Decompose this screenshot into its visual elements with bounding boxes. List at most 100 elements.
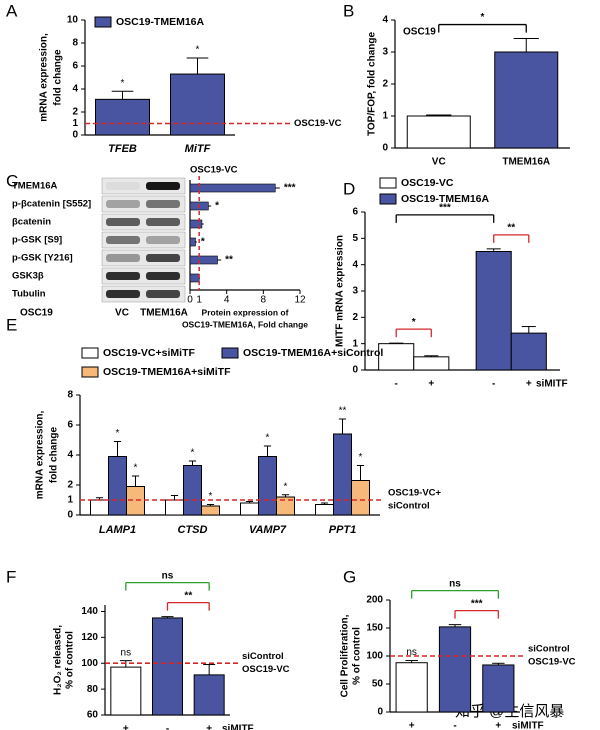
legend-swatch xyxy=(81,347,99,359)
x-tick-label: - xyxy=(492,379,495,390)
significance: * xyxy=(196,45,200,56)
y-axis-label: % of control xyxy=(352,627,363,685)
x-tick-label: LAMP1 xyxy=(99,524,136,536)
blot-band xyxy=(146,200,180,208)
y-tick-label: 3 xyxy=(382,47,388,58)
y-tick-label: 4 xyxy=(67,450,73,461)
bar xyxy=(201,505,220,516)
y-axis-label: MITF mRNA expression xyxy=(335,235,346,347)
blot-band xyxy=(106,272,140,280)
blot-band xyxy=(106,236,140,244)
significance: ** xyxy=(339,406,347,417)
x-tick-label: 8 xyxy=(261,295,267,306)
y-tick-label: 0 xyxy=(72,130,78,141)
y-tick-label: 2 xyxy=(72,107,78,118)
reference-value: 1 xyxy=(67,495,73,506)
y-axis-label: H₂O₂ released, xyxy=(53,625,64,695)
reference-label: OSC19-VC xyxy=(190,165,238,176)
y-tick-label: 1 xyxy=(382,111,388,122)
bar xyxy=(189,273,200,283)
y-axis-label: TOP/FOP, fold change xyxy=(367,32,378,137)
bar xyxy=(189,237,196,247)
y-tick-label: 0 xyxy=(67,510,73,521)
significance: * xyxy=(209,491,213,502)
comparison-label: ** xyxy=(184,590,192,601)
panel-letter: F xyxy=(6,567,16,586)
x-tick-label: + xyxy=(428,379,434,390)
blot-band xyxy=(146,236,180,244)
y-axis-label: fold change xyxy=(53,49,64,106)
reference-label: siControl xyxy=(528,644,570,655)
comparison-label: ** xyxy=(507,223,515,234)
significance: ns xyxy=(406,647,417,658)
x-tick-label: VC xyxy=(432,157,446,168)
panel-letter: D xyxy=(343,179,355,198)
bar xyxy=(378,343,415,371)
comparison-label: * xyxy=(481,12,485,23)
x-tick-label: - xyxy=(395,379,398,390)
legend-swatch xyxy=(379,177,397,189)
y-tick-label: 80 xyxy=(87,684,99,695)
comparison-label: *** xyxy=(471,598,483,609)
bar xyxy=(406,115,471,149)
significance: * xyxy=(191,448,195,459)
bar xyxy=(315,504,334,516)
bar xyxy=(183,465,202,516)
reference-label: siControl xyxy=(242,651,284,662)
legend-label: OSC19-VC+siMiTF xyxy=(103,347,195,359)
legend-label: OSC19-TMEM16A xyxy=(116,16,205,28)
bar xyxy=(333,433,352,516)
bar xyxy=(193,674,225,716)
bar xyxy=(482,664,515,713)
y-tick-label: 0 xyxy=(352,365,358,376)
y-tick-label: 2 xyxy=(352,312,358,323)
significance: * xyxy=(284,481,288,492)
significance: ns xyxy=(121,647,132,658)
blot-band xyxy=(106,254,140,262)
comparison-label: ns xyxy=(162,570,174,581)
significance: *** xyxy=(284,183,296,194)
blot-column-label: TMEM16A xyxy=(140,308,188,319)
significance: * xyxy=(121,78,125,89)
bar xyxy=(395,662,428,713)
y-tick-label: 120 xyxy=(81,632,98,643)
y-tick-label: 6 xyxy=(67,420,73,431)
y-tick-label: 0 xyxy=(377,707,383,718)
y-tick-label: 140 xyxy=(81,606,98,617)
x-tick-label: VAMP7 xyxy=(249,524,287,536)
bar xyxy=(438,626,472,713)
y-tick-label: 4 xyxy=(352,259,358,270)
x-axis-label: siMITF xyxy=(512,721,544,730)
significance: * xyxy=(116,428,120,439)
bar xyxy=(494,51,559,149)
bar xyxy=(90,499,109,516)
x-tick-label: - xyxy=(166,724,169,730)
legend-label: OSC19-TMEM16A xyxy=(401,193,490,205)
y-tick-label: 3 xyxy=(352,286,358,297)
blot-band xyxy=(106,182,140,190)
comparison-label: *** xyxy=(439,203,451,214)
bar xyxy=(258,456,277,516)
comparison-label: * xyxy=(412,317,416,328)
panel-letter: E xyxy=(6,315,17,334)
reference-label: siControl xyxy=(388,501,430,512)
blot-band xyxy=(106,218,140,226)
reference-label: OSC19-VC xyxy=(528,657,576,668)
x-tick-label: - xyxy=(453,721,456,730)
blot-row-label: GSK3β xyxy=(12,271,44,282)
bar xyxy=(413,356,450,371)
legend-label: OSC19-VC xyxy=(401,177,454,189)
x-tick-label: MiTF xyxy=(185,143,211,155)
y-axis-label: mRNA expression, xyxy=(39,33,50,122)
blot-row-label: p-βcatenin [S552] xyxy=(12,199,91,210)
y-tick-label: 60 xyxy=(87,710,99,721)
y-tick-label: 1 xyxy=(352,338,358,349)
y-tick-label: 4 xyxy=(382,15,388,26)
y-axis-label: fold change xyxy=(49,427,60,484)
blot-column-label: VC xyxy=(115,308,129,319)
legend-swatch xyxy=(81,366,99,378)
legend-swatch xyxy=(379,193,397,205)
comparison-label: ns xyxy=(449,578,461,589)
y-tick-label: 4 xyxy=(72,84,78,95)
